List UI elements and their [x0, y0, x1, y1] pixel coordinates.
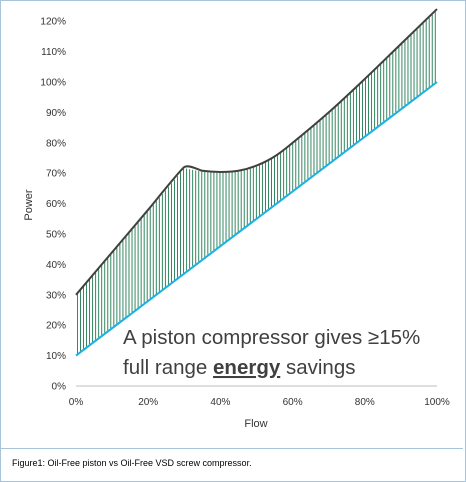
y-tick-label: 100%	[40, 78, 66, 89]
y-axis-title: Power	[23, 189, 35, 221]
figure-caption: Figure1: Oil-Free piston vs Oil-Free VSD…	[12, 458, 252, 468]
y-tick-label: 80%	[46, 138, 66, 149]
savings-hatching	[76, 11, 436, 354]
y-tick-label: 70%	[46, 169, 66, 180]
x-tick-label: 100%	[424, 397, 450, 408]
series-vsd-screw-line	[75, 81, 438, 357]
y-tick-label: 90%	[46, 108, 66, 119]
y-tick-label: 50%	[46, 230, 66, 241]
annotation-line-2-post: savings	[280, 356, 355, 379]
y-tick-label: 40%	[46, 260, 66, 271]
y-tick-label: 0%	[52, 382, 67, 393]
x-tick-label: 0%	[69, 397, 84, 408]
x-axis-title: Flow	[244, 418, 267, 430]
x-axis-ticks: 0% 20% 40% 60% 80% 100%	[69, 397, 450, 408]
annotation-line-2: full range energy savings	[123, 356, 355, 379]
annotation-line-2-bold: energy	[213, 356, 281, 379]
y-tick-label: 60%	[46, 199, 66, 210]
x-tick-label: 60%	[283, 397, 303, 408]
y-tick-label: 120%	[40, 17, 66, 28]
chart: 0% 10% 20% 30% 40% 50% 60% 70% 80% 90% 100% 110% 120…	[23, 8, 450, 430]
y-tick-label: 20%	[46, 321, 66, 332]
x-tick-label: 80%	[355, 397, 375, 408]
x-tick-label: 20%	[138, 397, 158, 408]
annotation-line-1: A piston compressor gives ≥15%	[123, 326, 420, 349]
y-tick-label: 10%	[46, 351, 66, 362]
caption-divider	[1, 448, 463, 449]
y-tick-label: 30%	[46, 290, 66, 301]
annotation-line-2-pre: full range	[123, 356, 213, 379]
series-piston-line	[75, 8, 438, 296]
y-axis-ticks: 0% 10% 20% 30% 40% 50% 60% 70% 80% 90% 100% 110% 120…	[40, 17, 66, 393]
x-tick-label: 40%	[210, 397, 230, 408]
y-tick-label: 110%	[41, 47, 66, 58]
